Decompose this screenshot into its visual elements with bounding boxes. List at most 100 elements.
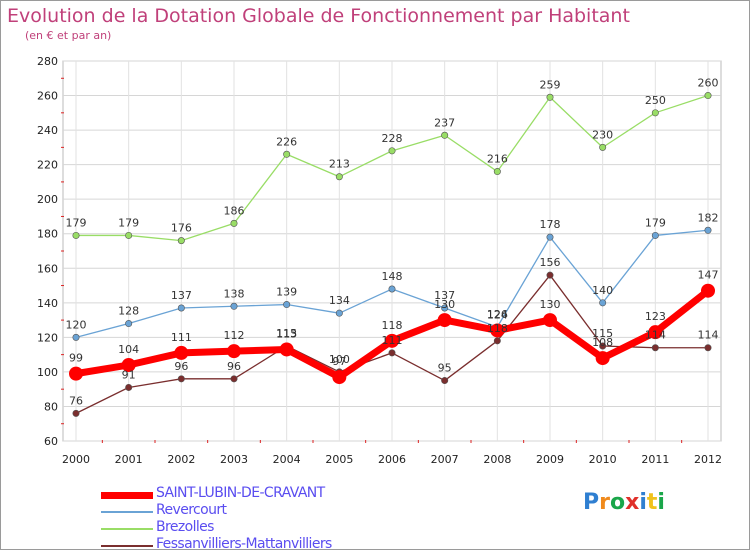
data-point [441,377,449,385]
data-point [72,231,80,239]
y-tick-label: 280 [37,55,58,68]
data-point [72,409,80,417]
x-tick-label: 2011 [641,453,669,466]
data-point [546,271,554,279]
logo-letter: t [646,490,658,515]
data-label: 104 [118,343,139,356]
x-tick-label: 2004 [273,453,301,466]
data-label: 115 [276,327,297,340]
data-point [388,349,396,357]
logo-letter: i [639,490,647,515]
legend-swatch [101,545,153,547]
data-label: 237 [434,116,455,129]
legend-label: Fessanvilliers-Mattanvilliers [156,536,332,552]
data-point [441,131,449,139]
data-label: 259 [540,78,561,91]
data-label: 186 [224,204,245,217]
data-point [283,301,291,309]
data-label: 91 [122,368,136,381]
x-tick-label: 2006 [378,453,406,466]
y-tick-label: 140 [37,297,58,310]
data-point [546,233,554,241]
data-label: 95 [438,362,452,375]
x-tick-label: 2000 [62,453,90,466]
data-point [174,345,189,360]
y-tick-label: 220 [37,159,58,172]
data-label: 114 [645,329,666,342]
data-label: 213 [329,158,350,171]
data-label: 113 [276,327,297,340]
data-label: 111 [171,331,192,344]
data-label: 96 [227,360,241,373]
x-tick-label: 2001 [115,453,143,466]
data-point [72,333,80,341]
data-point [704,226,712,234]
data-label: 100 [329,353,350,366]
x-tick-label: 2008 [483,453,511,466]
data-label: 156 [540,256,561,269]
data-point [388,285,396,293]
data-point [543,313,557,328]
data-point [599,342,607,350]
data-point [651,109,659,117]
data-point [125,383,133,391]
x-tick-label: 2009 [536,453,564,466]
y-tick-label: 180 [37,228,58,241]
data-label: 124 [487,308,508,321]
data-point [701,283,715,298]
data-point [335,173,343,181]
data-point [546,93,554,101]
legend-swatch [101,491,153,499]
data-point [648,325,663,340]
y-tick-label: 100 [37,366,58,379]
data-point [651,344,659,352]
y-tick-label: 260 [37,90,58,103]
data-label: 96 [174,360,188,373]
legend-label: Revercourt [156,502,227,518]
data-point [283,150,291,158]
data-label: 123 [645,310,666,323]
data-label: 126 [487,308,508,321]
data-point [441,304,449,312]
data-point [385,333,399,348]
data-label: 120 [66,318,87,331]
data-label: 114 [698,329,719,342]
data-point [227,344,241,359]
data-label: 182 [698,211,719,224]
data-label: 118 [382,319,403,332]
data-point [332,370,347,385]
data-label: 230 [592,128,613,141]
data-label: 137 [434,289,455,302]
data-point [651,231,659,239]
data-point [230,302,238,310]
data-point [704,344,712,352]
legend-swatch [101,528,153,530]
x-tick-label: 2010 [589,453,617,466]
data-label: 260 [698,77,719,90]
data-label: 216 [487,153,508,166]
data-label: 138 [224,287,245,300]
chart-subtitle: (en € et par an) [25,29,112,42]
data-label: 115 [592,327,613,340]
data-label: 228 [382,132,403,145]
data-point [69,366,83,381]
y-tick-label: 200 [37,193,58,206]
data-point [230,375,238,383]
data-label: 178 [540,218,561,231]
data-point [177,375,185,383]
data-point [599,143,607,151]
chart-title: Evolution de la Dotation Globale de Fonc… [7,5,630,27]
data-point [493,337,501,345]
data-label: 139 [276,286,297,299]
data-point [388,147,396,155]
data-label: 179 [118,216,139,229]
proxiti-logo: Proxiti [583,490,665,515]
data-label: 130 [540,298,561,311]
data-label: 250 [645,94,666,107]
x-tick-label: 2007 [431,453,459,466]
y-tick-label: 80 [44,400,58,413]
data-label: 112 [224,329,245,342]
data-point [490,323,505,338]
